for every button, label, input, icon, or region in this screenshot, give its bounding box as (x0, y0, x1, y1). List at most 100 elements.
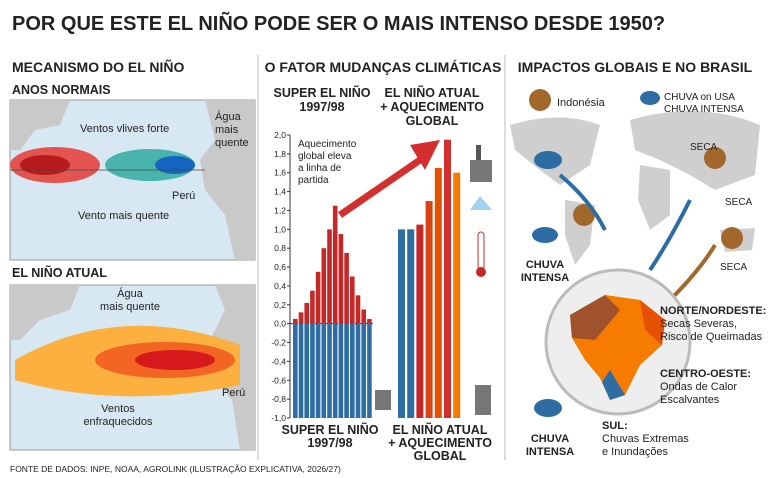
heading: O FATOR MUDANÇAS CLIMÁTICAS (265, 59, 502, 75)
bar (355, 323, 361, 418)
bar (407, 229, 415, 418)
heading: MECANISMO DO EL NIÑO (12, 58, 185, 75)
label: enfraquecidos (83, 416, 153, 428)
icons (338, 140, 492, 415)
title: POR QUE ESTE EL NIÑO PODE SER O MAIS INT… (12, 12, 665, 35)
group-label: SUPER EL NIÑO (273, 85, 370, 100)
bar (344, 252, 349, 324)
annotation: Aquecimento (298, 139, 357, 150)
world-map (510, 89, 760, 417)
map-label: CHUVA (526, 259, 564, 271)
bar (434, 168, 442, 418)
legend-label: CHUVA INTENSA (664, 104, 744, 115)
bar-chart: 2,0 1,8 1,6 1,4 1,2 1,0 0,8 0,6 0,4 0,2 0,0 -0,2 -0,… (271, 130, 461, 423)
annotation: global eleva (298, 151, 352, 162)
y-tick-label: 1,0 (274, 224, 286, 234)
bar (350, 276, 355, 324)
y-tick-label: -1,0 (271, 413, 286, 423)
bar (453, 172, 461, 418)
label: Água (117, 287, 144, 300)
bar (315, 271, 321, 324)
y-tick-label: 0,4 (274, 281, 286, 291)
region-text: Secas Severas, (660, 318, 737, 330)
bar (344, 323, 349, 418)
bar (350, 323, 355, 418)
group-label: 1997/98 (299, 100, 344, 114)
bar (398, 229, 405, 418)
y-tick-label: 1,4 (274, 187, 286, 197)
y-tick-label: 1,6 (274, 168, 286, 178)
group-label: + AQUECIMENTO (388, 436, 492, 450)
y-tick-label: 1,8 (274, 149, 286, 159)
label: Perú (172, 190, 195, 202)
bar (321, 248, 327, 324)
subheading: EL NIÑO ATUAL (12, 265, 107, 280)
bar (293, 318, 298, 324)
bar (327, 229, 332, 324)
bar (310, 323, 315, 418)
label: Ventos (101, 403, 135, 415)
bar (367, 318, 372, 324)
bar (332, 323, 338, 418)
annotation: partida (298, 175, 329, 186)
y-tick-label: -0,4 (271, 356, 286, 366)
footer: FONTE DE DADOS: INPE, NOAA, AGROLINK (IL… (10, 464, 341, 474)
y-tick-label: 1,2 (274, 205, 286, 215)
group-label: GLOBAL (414, 449, 467, 463)
legend-label: Indonésia (557, 97, 606, 109)
region-name: NORTE/NORDESTE: (660, 305, 766, 317)
label: Perú (222, 387, 245, 399)
bar (425, 201, 433, 418)
region-text: Chuvas Extremas (602, 433, 689, 445)
region-text: Ondas de Calor (660, 381, 737, 393)
bar (367, 323, 372, 418)
group-label: EL NIÑO ATUAL (393, 422, 488, 437)
y-tick-label: -0,6 (271, 375, 286, 385)
y-tick-label: -0,2 (271, 338, 286, 348)
bar (304, 323, 309, 418)
region-text: Risco de Queimadas (660, 331, 763, 343)
bar (361, 323, 366, 418)
label: mais (215, 124, 239, 136)
bar (298, 312, 304, 324)
map-label: INTENSA (521, 272, 569, 284)
group-label: SUPER EL NIÑO (281, 422, 378, 437)
region-text: Escalvantes (660, 394, 720, 406)
legend-label: CHUVA on USA (664, 92, 735, 103)
map-label: SECA (725, 197, 753, 208)
bar (293, 323, 298, 418)
bar (332, 205, 338, 324)
map-label: INTENSA (526, 446, 574, 458)
label: mais quente (100, 301, 160, 313)
bar (304, 302, 309, 324)
map-label: CHUVA (531, 433, 569, 445)
y-tick-label: -0,8 (271, 394, 286, 404)
y-tick-label: 2,0 (274, 130, 286, 140)
label: Ventos vlives forte (80, 123, 169, 135)
region-text: e Inundações (602, 446, 669, 458)
label: Água (215, 110, 242, 123)
group-label: + AQUECIMENTO (380, 100, 484, 114)
label: Vento mais quente (78, 210, 169, 222)
subheading: ANOS NORMAIS (12, 83, 111, 97)
y-tick-label: 0,2 (274, 300, 286, 310)
heading: IMPACTOS GLOBAIS E NO BRASIL (518, 59, 753, 75)
group-label: EL NIÑO ATUAL (385, 85, 480, 100)
bar (315, 323, 321, 418)
bar (327, 323, 332, 418)
y-tick-label: 0,6 (274, 262, 286, 272)
bar (338, 323, 344, 418)
label: quente (215, 137, 249, 149)
bar (355, 295, 361, 324)
group-label: 1997/98 (307, 436, 352, 450)
y-tick-label: 0,0 (274, 319, 286, 329)
map-current (9, 284, 256, 451)
group-label: GLOBAL (406, 114, 459, 128)
map-label: SECA (720, 262, 748, 273)
y-tick-label: 0,8 (274, 243, 286, 253)
bar (298, 323, 304, 418)
annotation: a linha de (298, 163, 342, 174)
region-name: SUL: (602, 420, 628, 432)
region-name: CENTRO-OESTE: (660, 368, 751, 380)
